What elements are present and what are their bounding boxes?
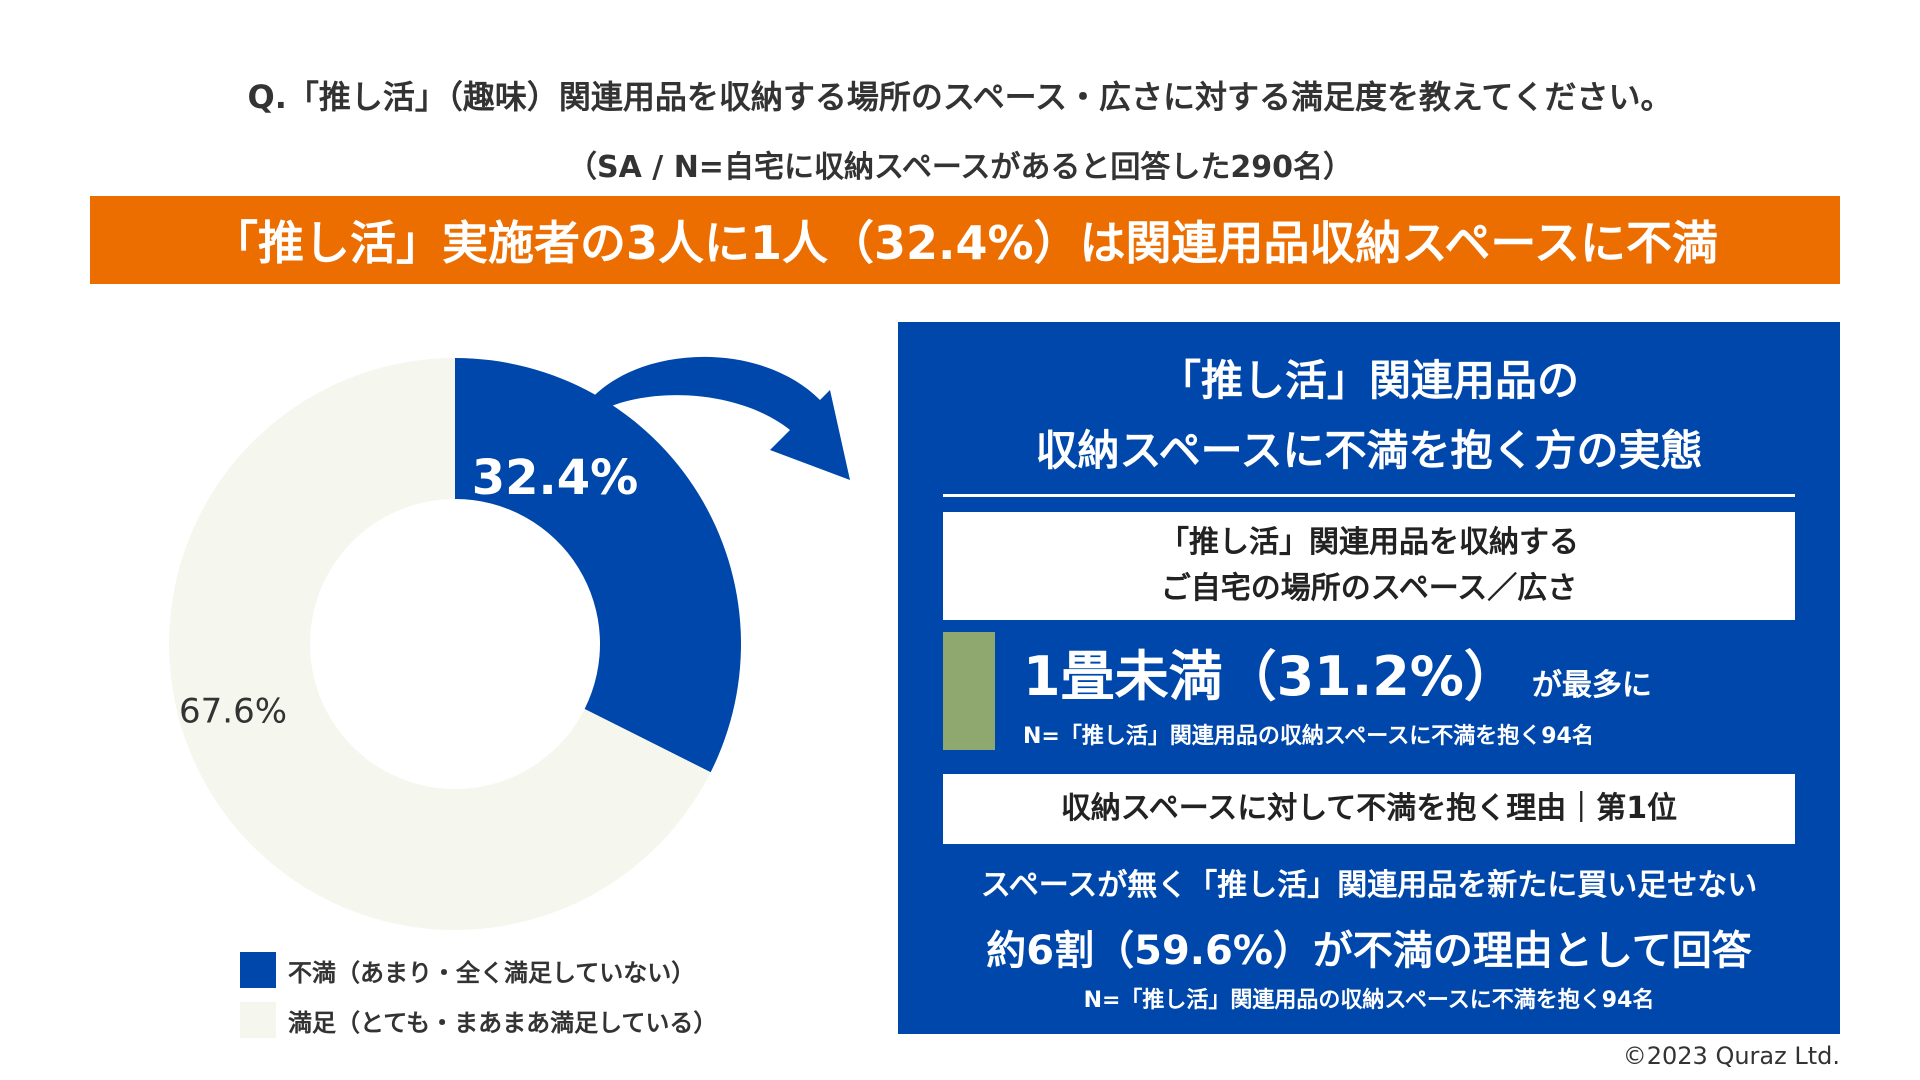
legend-label-2: 満足（とても・まあまあ満足している）: [288, 1008, 718, 1037]
donut-slice-1: [455, 358, 741, 773]
donut-slice-2: [169, 358, 711, 930]
storage-stat: 1畳未満（31.2%） が最多に: [1023, 632, 1652, 711]
donut-chart: 32.4% 67.6%: [169, 356, 850, 930]
panel-title-line2: 収納スペースに不満を抱く方の実態: [1035, 426, 1703, 475]
storage-space-line2: ご自宅の場所のスペース／広さ: [1160, 571, 1578, 606]
copyright: ©2023 Quraz Ltd.: [1622, 1042, 1840, 1070]
panel-divider: [943, 494, 1795, 497]
storage-stat-note: N=「推し活」関連用品の収納スペースに不満を抱く94名: [1023, 724, 1594, 749]
storage-stat-suffix: が最多に: [1531, 668, 1652, 703]
storage-stat-value: 1畳未満（31.2%）: [1023, 645, 1518, 708]
panel-title: 「推し活」関連用品の 収納スペースに不満を抱く方の実態: [898, 346, 1840, 486]
reason-line2: 約6割（59.6%）が不満の理由として回答: [986, 928, 1752, 974]
panel-title-line1: 「推し活」関連用品の: [1158, 356, 1579, 405]
chart-legend: 不満（あまり・全く満足していない） 満足（とても・まあまあ満足している）: [240, 950, 717, 1050]
legend-label-1: 不満（あまり・全く満足していない）: [288, 958, 696, 987]
headline-banner: 「推し活」実施者の3人に1人（32.4%）は関連用品収納スペースに不満: [90, 196, 1840, 284]
legend-item-2: 満足（とても・まあまあ満足している）: [240, 1000, 717, 1040]
storage-space-line1: 「推し活」関連用品を収納する: [1159, 525, 1579, 560]
insight-panel: 「推し活」関連用品の 収納スペースに不満を抱く方の実態 「推し活」関連用品を収納…: [898, 322, 1840, 1034]
legend-swatch-2: [240, 1002, 276, 1038]
tatami-mat-icon: [943, 632, 995, 750]
storage-space-box: 「推し活」関連用品を収納する ご自宅の場所のスペース／広さ: [943, 512, 1795, 620]
donut-label-1: 32.4%: [472, 450, 639, 506]
sample-note: （SA / N=自宅に収納スペースがあると回答した290名）: [567, 150, 1353, 185]
reason-line1: スペースが無く「推し活」関連用品を新たに買い足せない: [980, 868, 1758, 903]
legend-swatch-1: [240, 952, 276, 988]
legend-item-1: 不満（あまり・全く満足していない）: [240, 950, 717, 990]
question-text: Q.「推し活」（趣味）関連用品を収納する場所のスペース・広さに対する満足度を教え…: [247, 78, 1673, 116]
reason-note: N=「推し活」関連用品の収納スペースに不満を抱く94名: [1083, 988, 1655, 1013]
curved-arrow-icon: [590, 356, 850, 480]
donut-label-2: 67.6%: [179, 692, 287, 732]
reason-box: 収納スペースに対して不満を抱く理由｜第1位: [943, 774, 1795, 844]
